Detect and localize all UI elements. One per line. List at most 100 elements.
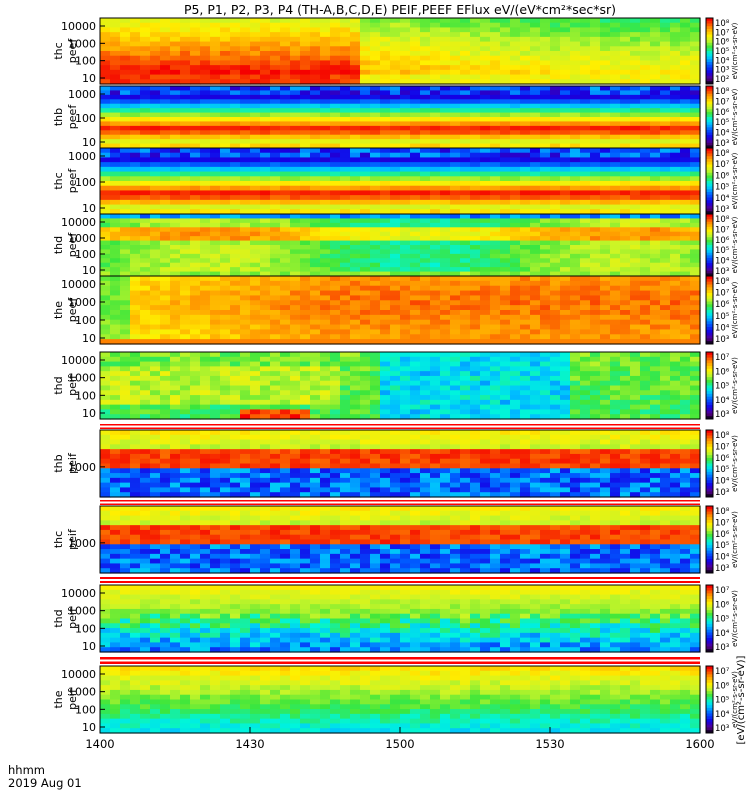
- heatmap-cell: [370, 51, 381, 57]
- heatmap-cell: [500, 139, 511, 145]
- heatmap-cell: [680, 79, 691, 85]
- heatmap-cell: [240, 74, 251, 80]
- heatmap-cell: [610, 79, 621, 85]
- heatmap-cell: [560, 65, 571, 71]
- heatmap-cell: [140, 253, 151, 259]
- heatmap-cell: [590, 227, 601, 233]
- heatmap-cell: [310, 414, 321, 420]
- heatmap-cell: [320, 36, 331, 43]
- heatmap-cell: [200, 79, 211, 85]
- heatmap-cell: [610, 125, 621, 131]
- heatmap-cell: [120, 339, 131, 345]
- heatmap-cell: [440, 190, 451, 196]
- heatmap-cell: [510, 46, 521, 52]
- heatmap-cell: [120, 324, 131, 331]
- heatmap-cell: [380, 125, 391, 131]
- heatmap-cell: [640, 22, 651, 29]
- heatmap-cell: [670, 32, 681, 38]
- heatmap-cell: [120, 319, 131, 326]
- heatmap-cell: [440, 185, 451, 192]
- heatmap-cell: [250, 310, 261, 316]
- heatmap-cell: [400, 112, 411, 118]
- heatmap-cell: [380, 356, 391, 363]
- heatmap-cell: [660, 280, 671, 287]
- heatmap-cell: [370, 143, 381, 149]
- heatmap-cell: [270, 121, 281, 127]
- heatmap-cell: [150, 371, 161, 377]
- heatmap-cell: [460, 65, 471, 71]
- heatmap-cell: [620, 190, 631, 196]
- heatmap-cell: [440, 55, 451, 62]
- heatmap-cell: [550, 227, 561, 233]
- heatmap-cell: [120, 209, 131, 215]
- heatmap-cell: [170, 125, 181, 131]
- heatmap-cell: [630, 199, 641, 206]
- heatmap-cell: [470, 361, 481, 367]
- heatmap-cell: [580, 86, 591, 92]
- heatmap-cell: [650, 209, 661, 215]
- heatmap-cell: [670, 27, 681, 33]
- heatmap-cell: [520, 22, 531, 29]
- heatmap-cell: [610, 112, 621, 118]
- heatmap-cell: [470, 176, 481, 182]
- heatmap-cell: [140, 134, 151, 140]
- heatmap-cell: [440, 121, 451, 127]
- heatmap-cell: [240, 60, 251, 66]
- heatmap-cell: [590, 181, 601, 187]
- heatmap-cell: [250, 314, 261, 321]
- heatmap-cell: [670, 46, 681, 52]
- heatmap-cell: [340, 204, 351, 210]
- heatmap-cell: [580, 46, 591, 52]
- heatmap-cell: [110, 199, 121, 206]
- heatmap-cell: [670, 185, 681, 192]
- heatmap-cell: [130, 414, 141, 420]
- heatmap-cell: [450, 143, 461, 149]
- heatmap-cell: [350, 41, 361, 47]
- heatmap-cell: [680, 99, 691, 105]
- heatmap-cell: [140, 285, 151, 292]
- heatmap-cell: [680, 290, 691, 297]
- heatmap-cell: [580, 295, 591, 301]
- heatmap-cell: [320, 22, 331, 29]
- heatmap-cell: [620, 65, 631, 71]
- heatmap-cell: [250, 162, 261, 168]
- heatmap-cell: [350, 46, 361, 52]
- heatmap-cell: [190, 356, 201, 363]
- heatmap-cell: [510, 69, 521, 76]
- heatmap-cell: [180, 253, 191, 259]
- heatmap-cell: [450, 55, 461, 62]
- heatmap-cell: [310, 90, 321, 96]
- heatmap-cell: [540, 314, 551, 321]
- heatmap-cell: [390, 60, 401, 66]
- heatmap-cell: [320, 218, 331, 224]
- heatmap-cell: [180, 249, 191, 255]
- heatmap-cell: [310, 371, 321, 377]
- heatmap-cell: [360, 74, 371, 80]
- heatmap-cell: [480, 171, 491, 177]
- heatmap-cell: [120, 99, 131, 105]
- heatmap-cell: [580, 152, 591, 159]
- heatmap-cell: [580, 314, 591, 321]
- heatmap-cell: [460, 190, 471, 196]
- heatmap-cell: [400, 334, 411, 340]
- heatmap-cell: [440, 41, 451, 47]
- heatmap-cell: [650, 90, 661, 96]
- heatmap-cell: [580, 280, 591, 287]
- heatmap-cell: [140, 231, 151, 237]
- heatmap-cell: [560, 51, 571, 57]
- colorbar-segment: [706, 324, 713, 328]
- heatmap-cell: [670, 314, 681, 321]
- heatmap-cell: [480, 103, 491, 109]
- heatmap-cell: [170, 258, 181, 264]
- heatmap-cell: [280, 185, 291, 192]
- heatmap-cell: [280, 166, 291, 173]
- heatmap-cell: [150, 125, 161, 131]
- heatmap-cell: [530, 290, 541, 297]
- colorbar-segment: [706, 270, 713, 274]
- heatmap-cell: [350, 108, 361, 114]
- heatmap-cell: [450, 245, 461, 251]
- heatmap-cell: [160, 409, 171, 415]
- heatmap-cell: [540, 319, 551, 326]
- heatmap-cell: [250, 356, 261, 363]
- heatmap-cell: [640, 79, 651, 85]
